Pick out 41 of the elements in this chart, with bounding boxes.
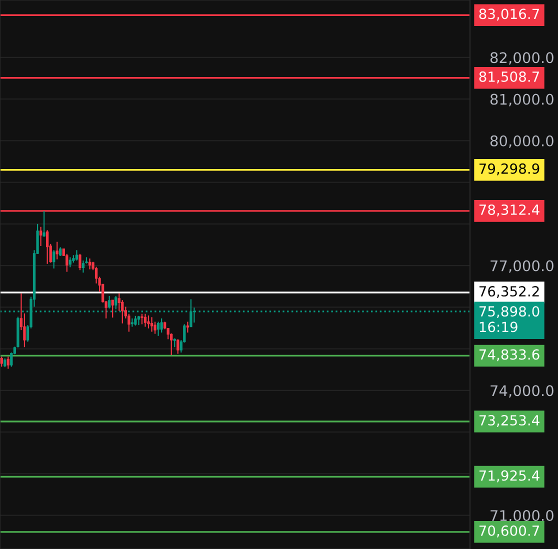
candlestick [186, 321, 190, 334]
candlestick [75, 250, 78, 262]
candlestick [0, 356, 3, 368]
candlestick [176, 338, 180, 354]
candlestick [39, 226, 42, 247]
candlestick [160, 318, 163, 334]
y-tick-label: 81,000.0 [490, 94, 554, 106]
ref-line-label: 83,016.7 [479, 8, 539, 21]
ref-line-label: 74,833.6 [479, 349, 540, 362]
candlestick [6, 356, 10, 370]
ref-line-label: 71,925.4 [479, 470, 540, 482]
candlestick [154, 321, 156, 334]
candlestick [150, 316, 154, 332]
candlestick [108, 295, 111, 309]
candlestick [56, 241, 58, 260]
candlestick [140, 313, 144, 325]
candlestick [68, 256, 72, 268]
candlestick [137, 315, 140, 326]
y-tick-label: 71,000.0 [490, 510, 554, 523]
ref-line-label: 76,352.2 [479, 286, 539, 298]
ref-line-label: 73,253.4 [479, 415, 540, 427]
y-tick-label: 82,000.0 [490, 52, 554, 65]
ref-line-label: 79,298.9 [479, 163, 540, 176]
candlestick [88, 258, 92, 270]
candlestick [46, 230, 49, 264]
candlestick [82, 260, 85, 274]
candlestick [111, 300, 114, 318]
y-tick-label: 74,000.0 [490, 385, 554, 398]
candlestick [147, 314, 150, 329]
y-tick-label: 77,000.0 [490, 260, 554, 273]
candlestick [156, 321, 160, 336]
ref-line-label: 81,508.7 [479, 71, 539, 84]
candlestick [52, 250, 56, 270]
y-tick-label: 80,000.0 [490, 135, 554, 148]
ref-line-label: 75,898.0 16:19 [479, 306, 540, 332]
candlestick [144, 313, 147, 328]
candlestick [134, 315, 137, 326]
candlestick [42, 210, 46, 238]
candlestick [78, 253, 82, 271]
ref-line-label: 78,312.4 [479, 204, 540, 216]
ref-line-label: 70,600.7 [479, 525, 539, 538]
